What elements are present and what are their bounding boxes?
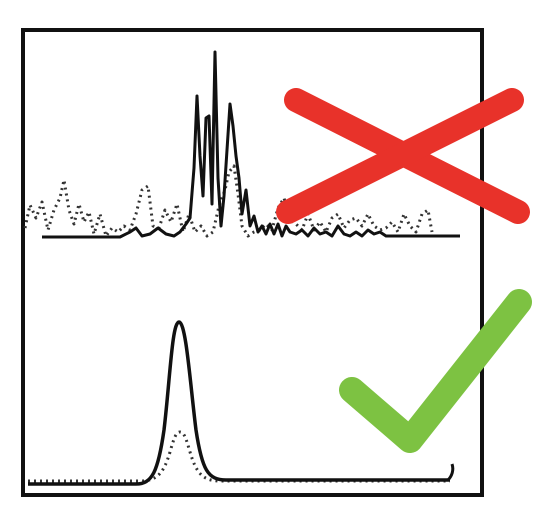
cross-icon [276, 88, 530, 224]
top-solid-trace [42, 50, 460, 239]
bottom-dotted-peak [28, 430, 450, 483]
check-icon [339, 289, 532, 453]
frame [21, 28, 484, 497]
bottom-panel [28, 320, 455, 486]
bottom-solid-peak [28, 320, 450, 486]
bottom-baseline-tick [446, 463, 455, 482]
top-panel [23, 50, 460, 239]
top-dotted-trace [23, 164, 434, 238]
